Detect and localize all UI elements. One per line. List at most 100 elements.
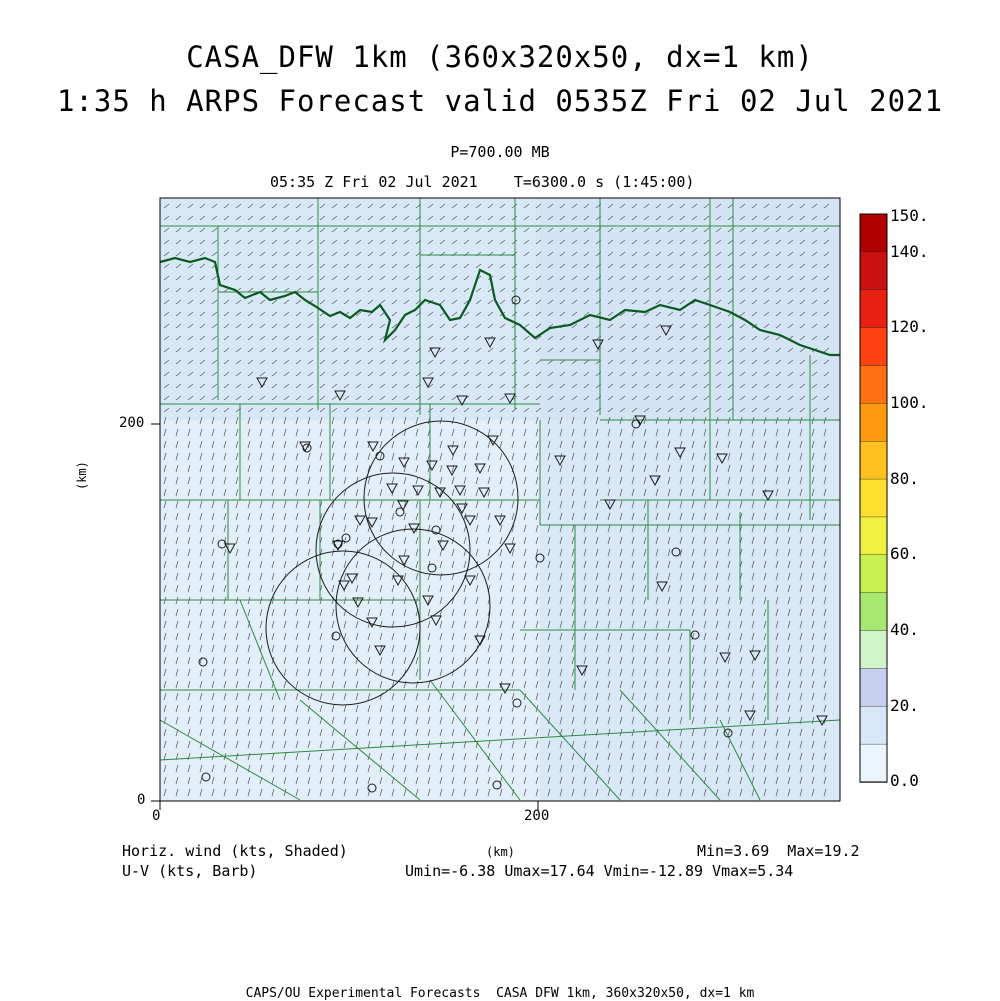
wind-barb	[451, 560, 455, 569]
wind-barb	[199, 203, 206, 209]
wind-barb	[259, 323, 266, 329]
wind-barb	[763, 323, 770, 329]
wind-barb	[487, 395, 494, 401]
wind-barb	[655, 335, 662, 341]
wind-barb	[739, 608, 743, 617]
wind-barb	[235, 203, 242, 209]
wind-barb	[451, 728, 455, 737]
wind-barb	[763, 287, 770, 293]
wind-barb	[247, 776, 251, 785]
wind-barb	[163, 287, 170, 293]
wind-barb	[223, 584, 227, 593]
station-triangle	[437, 540, 449, 552]
wind-barb	[571, 572, 575, 581]
wind-barb	[307, 476, 311, 485]
wind-barb	[163, 584, 167, 593]
wind-barb	[499, 476, 503, 485]
wind-barb	[187, 347, 194, 353]
wind-barb	[283, 239, 290, 245]
wind-barb	[535, 788, 539, 797]
wind-barb	[199, 287, 206, 293]
wind-barb	[811, 323, 818, 329]
wind-barb	[199, 524, 203, 533]
wind-barb	[715, 311, 722, 317]
wind-barb	[715, 584, 719, 593]
wind-barb	[691, 395, 698, 401]
wind-barb	[307, 347, 314, 353]
wind-barb	[679, 251, 686, 257]
wind-barb	[379, 656, 383, 665]
wind-barb	[235, 227, 242, 233]
wind-barb	[319, 416, 323, 425]
wind-barb	[463, 752, 467, 761]
wind-barb	[451, 776, 455, 785]
wind-barb	[763, 476, 767, 485]
wind-barb	[355, 488, 359, 497]
wind-barb	[523, 500, 527, 509]
wind-barb	[631, 452, 635, 461]
wind-barb	[199, 383, 206, 389]
wind-barb	[703, 359, 710, 365]
wind-barb	[799, 383, 806, 389]
wind-barb	[283, 428, 287, 437]
wind-barb	[631, 287, 638, 293]
wind-barb	[487, 428, 491, 437]
wind-barb	[379, 428, 383, 437]
wind-barb	[247, 464, 251, 473]
station-triangle	[374, 645, 386, 657]
wind-barb	[235, 215, 242, 221]
wind-barb	[583, 584, 587, 593]
y-tick-label-200: 200	[119, 415, 145, 431]
wind-barb	[211, 572, 215, 581]
wind-barb	[331, 584, 335, 593]
wind-barb	[535, 335, 542, 341]
wind-barb	[643, 347, 650, 353]
wind-barb	[727, 656, 731, 665]
wind-barb	[511, 704, 515, 713]
wind-barb	[799, 263, 806, 269]
wind-barb	[331, 287, 338, 293]
wind-barb	[787, 656, 791, 665]
wind-barb	[787, 428, 791, 437]
wind-barb	[451, 764, 455, 773]
wind-barb	[667, 383, 674, 389]
wind-barb	[499, 692, 503, 701]
wind-barb	[487, 512, 491, 521]
wind-barb	[631, 383, 638, 389]
wind-barb	[799, 596, 803, 605]
wind-barb	[307, 716, 311, 725]
wind-barb	[655, 251, 662, 257]
wind-barb	[499, 656, 503, 665]
wind-barb	[247, 227, 254, 233]
wind-barb	[403, 371, 410, 377]
wind-barb	[787, 548, 791, 557]
wind-barb	[823, 548, 827, 557]
wind-barb	[535, 440, 539, 449]
wind-barb	[271, 764, 275, 773]
wind-barb	[619, 704, 623, 713]
wind-barb	[355, 560, 359, 569]
wind-barb	[595, 488, 599, 497]
wind-barb	[691, 572, 695, 581]
station-triangle	[299, 441, 311, 453]
wind-barb	[487, 536, 491, 545]
wind-barb	[631, 215, 638, 221]
wind-barb	[427, 323, 434, 329]
wind-barb	[763, 608, 767, 617]
wind-barb	[271, 752, 275, 761]
wind-barb	[475, 203, 482, 209]
wind-barb	[331, 215, 338, 221]
wind-barb	[271, 632, 275, 641]
wind-barb	[523, 584, 527, 593]
wind-barb	[787, 359, 794, 365]
wind-barb	[247, 704, 251, 713]
wind-barb	[691, 263, 698, 269]
wind-barb	[259, 359, 266, 365]
wind-barb	[631, 740, 635, 749]
wind-barb	[247, 452, 251, 461]
wind-barb	[751, 584, 755, 593]
wind-barb	[439, 335, 446, 341]
station-triangle	[744, 710, 756, 722]
county-boundaries	[159, 198, 841, 801]
wind-barb	[607, 644, 611, 653]
